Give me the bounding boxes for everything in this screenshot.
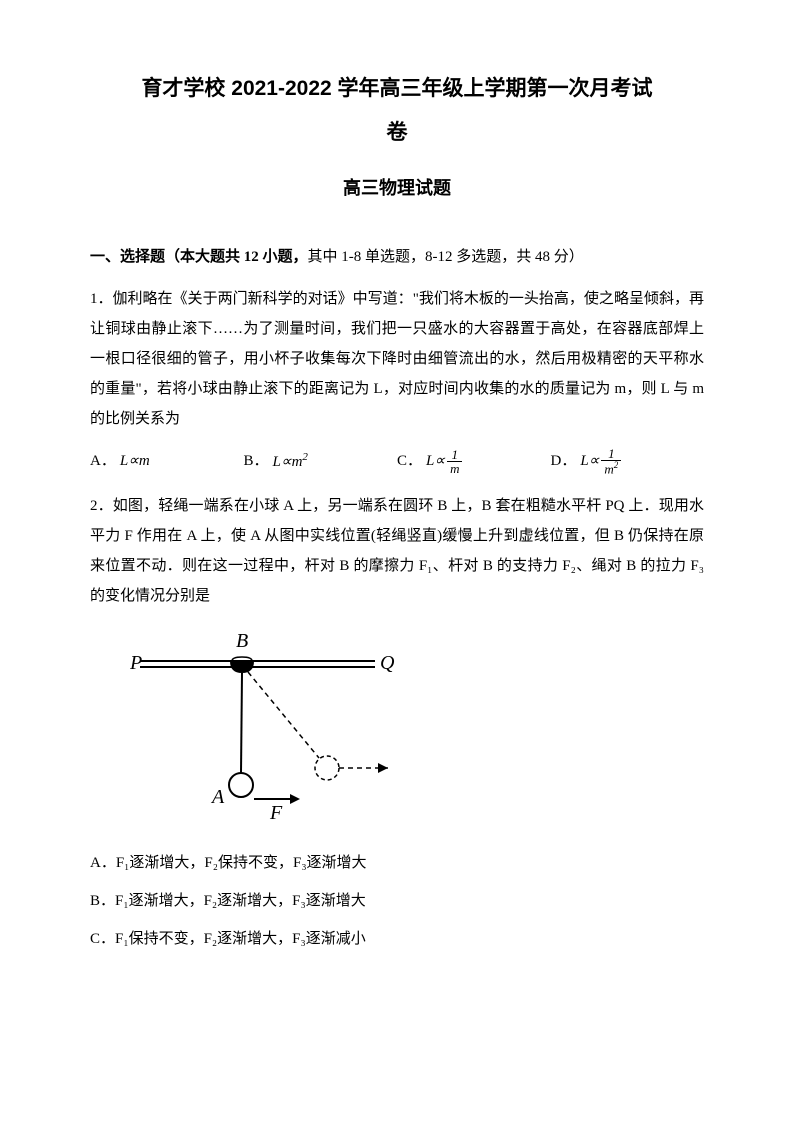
option-a: A． L∝m xyxy=(90,446,244,477)
diagram-svg: P B Q A F xyxy=(130,623,410,823)
section-heading: 一、选择题（本大题共 12 小题，其中 1-8 单选题，8-12 多选题，共 4… xyxy=(90,242,704,272)
option-b: B． L∝m2 xyxy=(244,446,398,477)
option-d-L: L∝ xyxy=(580,446,599,476)
option-a-label: A． xyxy=(90,446,116,476)
ball-a xyxy=(229,773,253,797)
rope-solid xyxy=(241,673,242,773)
label-f: F xyxy=(269,802,283,823)
option-d-den-sup: 2 xyxy=(614,460,619,470)
section-bold: 一、选择题（本大题共 12 小题， xyxy=(90,249,308,265)
option-d-num: 1 xyxy=(601,447,621,461)
q2-option-b: B．F₁逐渐增大，F₂逐渐增大，F₃逐渐增大 xyxy=(90,886,704,916)
option-c: C． L∝ 1 m xyxy=(397,446,551,477)
question-2-options: A．F₁逐渐增大，F₂保持不变，F₃逐渐增大 B．F₁逐渐增大，F₂逐渐增大，F… xyxy=(90,848,704,954)
option-c-den: m xyxy=(447,462,462,475)
q2-option-a: A．F₁逐渐增大，F₂保持不变，F₃逐渐增大 xyxy=(90,848,704,878)
option-c-num: 1 xyxy=(447,448,462,462)
option-b-base: L∝m xyxy=(273,454,303,470)
label-q: Q xyxy=(380,652,395,674)
page-subtitle: 高三物理试题 xyxy=(90,170,704,206)
arrow-dashed-head xyxy=(378,763,388,773)
option-d-den: m2 xyxy=(601,461,621,475)
question-1-text: 1．伽利略在《关于两门新科学的对话》中写道："我们将木板的一头抬高，使之略呈倾斜… xyxy=(90,284,704,434)
option-c-frac: 1 m xyxy=(447,448,462,475)
option-b-sup: 2 xyxy=(302,451,308,463)
ball-dashed xyxy=(315,756,339,780)
option-a-expr: L∝m xyxy=(120,446,150,476)
question-2-text: 2．如图，轻绳一端系在小球 A 上，另一端系在圆环 B 上，B 套在粗糙水平杆 … xyxy=(90,491,704,611)
page-title-line1: 育才学校 2021-2022 学年高三年级上学期第一次月考试 xyxy=(90,70,704,108)
option-d-frac: 1 m2 xyxy=(601,447,621,475)
ring-b xyxy=(230,661,254,673)
option-d: D． L∝ 1 m2 xyxy=(551,446,705,477)
label-b: B xyxy=(236,630,248,652)
q2-option-c: C．F₁保持不变，F₂逐渐增大，F₃逐渐减小 xyxy=(90,924,704,954)
option-d-label: D． xyxy=(551,446,577,476)
option-b-expr: L∝m2 xyxy=(273,446,308,477)
rope-dashed xyxy=(248,672,319,758)
label-a: A xyxy=(210,786,225,808)
question-2-figure: P B Q A F xyxy=(130,623,704,834)
option-c-L: L∝ xyxy=(426,446,445,476)
section-rest: 其中 1-8 单选题，8-12 多选题，共 48 分） xyxy=(308,249,584,265)
option-b-label: B． xyxy=(244,446,269,476)
option-d-den-base: m xyxy=(604,461,613,476)
page-title-line2: 卷 xyxy=(90,114,704,152)
question-1-options: A． L∝m B． L∝m2 C． L∝ 1 m D． L∝ 1 m2 xyxy=(90,446,704,477)
arrow-f-head xyxy=(290,794,300,804)
option-c-label: C． xyxy=(397,446,422,476)
label-p: P xyxy=(130,652,142,674)
